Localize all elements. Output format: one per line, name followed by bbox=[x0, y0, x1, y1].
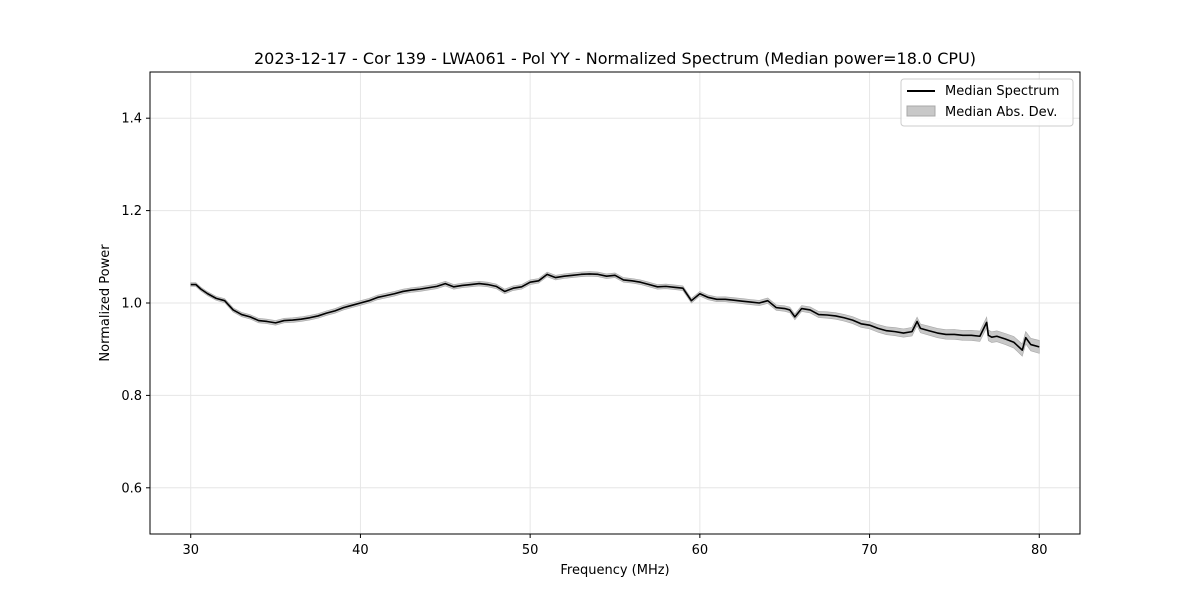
legend-band-swatch bbox=[906, 105, 936, 117]
y-axis: 0.6 0.8 1.0 1.2 1.4 bbox=[121, 112, 150, 496]
median-spectrum-line bbox=[190, 273, 1040, 351]
legend-label-median-spectrum: Median Spectrum bbox=[945, 84, 1059, 99]
x-tick-label: 30 bbox=[182, 543, 199, 558]
y-tick-label: 0.6 bbox=[121, 481, 142, 496]
x-tick-label: 60 bbox=[692, 543, 709, 558]
x-tick-label: 40 bbox=[352, 543, 369, 558]
mad-band bbox=[190, 271, 1040, 357]
x-tick-label: 80 bbox=[1031, 543, 1048, 558]
legend: Median Spectrum Median Abs. Dev. bbox=[900, 78, 1074, 127]
x-axis: 30 40 50 60 70 80 bbox=[182, 534, 1048, 558]
chart-title: 2023-12-17 - Cor 139 - LWA061 - Pol YY -… bbox=[254, 49, 976, 68]
legend-box bbox=[900, 78, 1074, 127]
mad-band-group bbox=[190, 271, 1040, 357]
x-axis-label: Frequency (MHz) bbox=[560, 563, 669, 578]
y-tick-label: 0.8 bbox=[121, 389, 142, 404]
y-tick-label: 1.0 bbox=[121, 297, 142, 312]
x-tick-label: 50 bbox=[522, 543, 539, 558]
y-tick-label: 1.2 bbox=[121, 204, 142, 219]
x-tick-label: 70 bbox=[861, 543, 878, 558]
median-spectrum-group bbox=[190, 273, 1040, 351]
legend-label-median-abs-dev: Median Abs. Dev. bbox=[945, 105, 1057, 120]
y-axis-label: Normalized Power bbox=[98, 244, 113, 362]
y-tick-label: 1.4 bbox=[121, 112, 142, 127]
